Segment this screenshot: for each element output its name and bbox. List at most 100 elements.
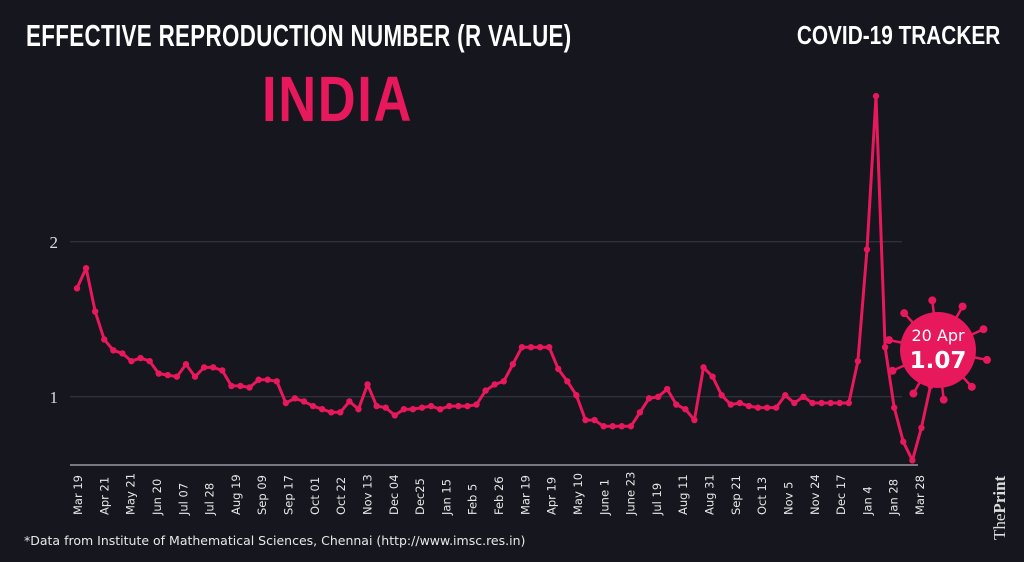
data-point	[318, 406, 326, 413]
data-point	[673, 401, 680, 408]
x-tick-label: Jan 28	[887, 479, 901, 516]
data-point	[854, 357, 862, 365]
data-point	[446, 402, 453, 410]
x-tick-label: Oct 13	[755, 477, 769, 515]
data-point	[772, 404, 780, 411]
data-point	[700, 364, 707, 371]
data-point	[437, 406, 444, 413]
data-point	[464, 402, 471, 410]
data-point	[791, 399, 798, 407]
data-point	[237, 382, 244, 390]
data-point	[228, 382, 235, 390]
data-point	[809, 399, 816, 407]
data-point	[309, 402, 317, 410]
x-tick-label: Jul 19	[650, 483, 664, 516]
data-point	[255, 376, 262, 383]
x-tick-label: Sep 17	[282, 475, 296, 515]
data-point	[455, 402, 462, 410]
chart-title: EFFECTIVE REPRODUCTION NUMBER (R VALUE)	[26, 18, 572, 53]
data-point	[500, 378, 507, 385]
x-tick-label: Jan 15	[439, 479, 453, 516]
data-point	[146, 357, 153, 365]
data-point	[382, 404, 389, 411]
data-point	[128, 357, 135, 365]
x-tick-label: Sep 09	[255, 475, 269, 515]
data-point	[364, 381, 371, 388]
data-point	[400, 406, 408, 413]
x-tick-label: Oct 01	[308, 477, 322, 515]
data-point	[200, 364, 208, 371]
data-point	[119, 350, 126, 357]
data-point	[555, 365, 562, 373]
data-point	[782, 392, 789, 399]
x-tick-label: Dec25	[413, 478, 427, 515]
data-point	[818, 399, 825, 407]
x-tick-label: Mar 19	[518, 475, 532, 515]
data-point	[600, 423, 607, 430]
data-point	[564, 378, 571, 385]
data-point	[863, 246, 871, 253]
data-point	[173, 373, 181, 380]
data-point	[273, 378, 280, 385]
data-point	[328, 409, 335, 416]
x-tick-label: June 1	[597, 479, 611, 516]
tracker-label: COVID-19 TRACKER	[796, 20, 1000, 50]
data-point	[482, 387, 489, 394]
data-point	[718, 392, 725, 399]
r-value-line	[75, 94, 932, 462]
data-point	[881, 344, 889, 351]
x-tick-label: Jul 07	[176, 483, 190, 516]
data-point	[509, 361, 517, 368]
x-tick-label: Sep 21	[729, 475, 743, 515]
x-tick-label: Feb 26	[492, 476, 506, 515]
data-point	[900, 438, 907, 445]
data-point	[645, 395, 653, 402]
data-point	[845, 399, 852, 407]
data-point	[210, 364, 217, 371]
data-point	[836, 399, 843, 407]
data-point	[491, 381, 498, 388]
data-point	[573, 392, 580, 399]
data-point	[155, 370, 162, 377]
x-tick-label: Jun 20	[150, 479, 164, 516]
x-tick-label: Jan 4	[860, 486, 874, 516]
x-tick-label: Nov 5	[781, 482, 795, 515]
data-point	[291, 395, 299, 402]
x-tick-label: May 21	[124, 473, 138, 515]
data-point	[73, 285, 81, 292]
data-point	[745, 402, 753, 410]
country-title: INDIA	[262, 63, 414, 135]
data-point	[709, 373, 716, 380]
callout-date: 20 Apr	[911, 326, 965, 345]
x-tick-label: Nov 24	[808, 474, 822, 515]
data-point	[727, 401, 734, 408]
virus-icon	[884, 296, 992, 404]
data-point	[909, 457, 916, 464]
callout-value: 1.07	[910, 348, 967, 374]
data-point	[763, 404, 771, 411]
data-point	[182, 361, 190, 368]
data-point	[527, 344, 535, 351]
data-point	[536, 344, 544, 351]
theprint-logo: ThePrint	[990, 475, 1009, 540]
x-tick-label: Mar 19	[71, 475, 85, 515]
data-point	[337, 409, 344, 416]
data-point	[918, 424, 925, 431]
x-tick-label: May 10	[571, 473, 585, 515]
data-point	[754, 404, 762, 411]
x-tick-label: Aug 19	[229, 474, 243, 515]
data-point	[872, 92, 880, 100]
data-point	[110, 347, 117, 354]
x-tick-label: Aug 11	[676, 474, 690, 515]
data-point	[582, 416, 589, 424]
x-tick-label: Feb 5	[466, 484, 480, 515]
data-point	[609, 423, 616, 430]
data-point	[418, 404, 426, 411]
x-tick-label: Apr 21	[97, 477, 111, 515]
data-point	[691, 416, 698, 424]
data-point	[618, 423, 625, 430]
data-point	[800, 393, 807, 400]
data-point	[164, 371, 171, 379]
x-tick-label: Apr 19	[545, 477, 559, 515]
